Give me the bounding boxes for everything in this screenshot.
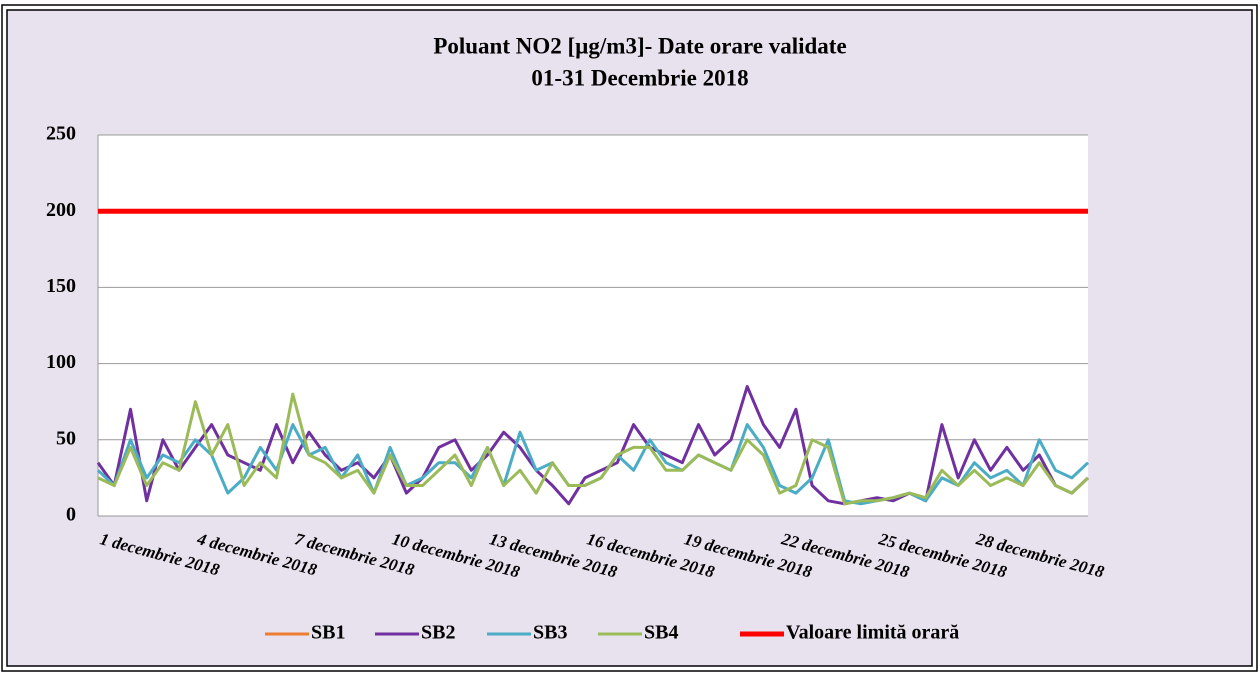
- legend-label: Valoare limită orară: [786, 622, 959, 644]
- chart-subtitle: 01-31 Decembrie 2018: [531, 65, 748, 90]
- plot-area: [98, 135, 1088, 516]
- chart-title: Poluant NO2 [µg/m3]- Date orare validate: [433, 33, 846, 58]
- legend-label: SB3: [533, 622, 567, 644]
- y-tick-label: 200: [46, 199, 76, 221]
- legend-label: SB4: [644, 622, 678, 644]
- legend-label: SB1: [311, 622, 345, 644]
- series-line: [97, 392, 1090, 506]
- outer-frame: [1, 4, 1258, 672]
- legend-label: SB2: [421, 622, 455, 644]
- y-tick-label: 50: [56, 427, 76, 449]
- y-tick-label: 100: [46, 351, 76, 373]
- y-tick-label: 0: [66, 504, 76, 526]
- y-tick-label: 250: [46, 123, 76, 145]
- y-tick-label: 150: [46, 275, 76, 297]
